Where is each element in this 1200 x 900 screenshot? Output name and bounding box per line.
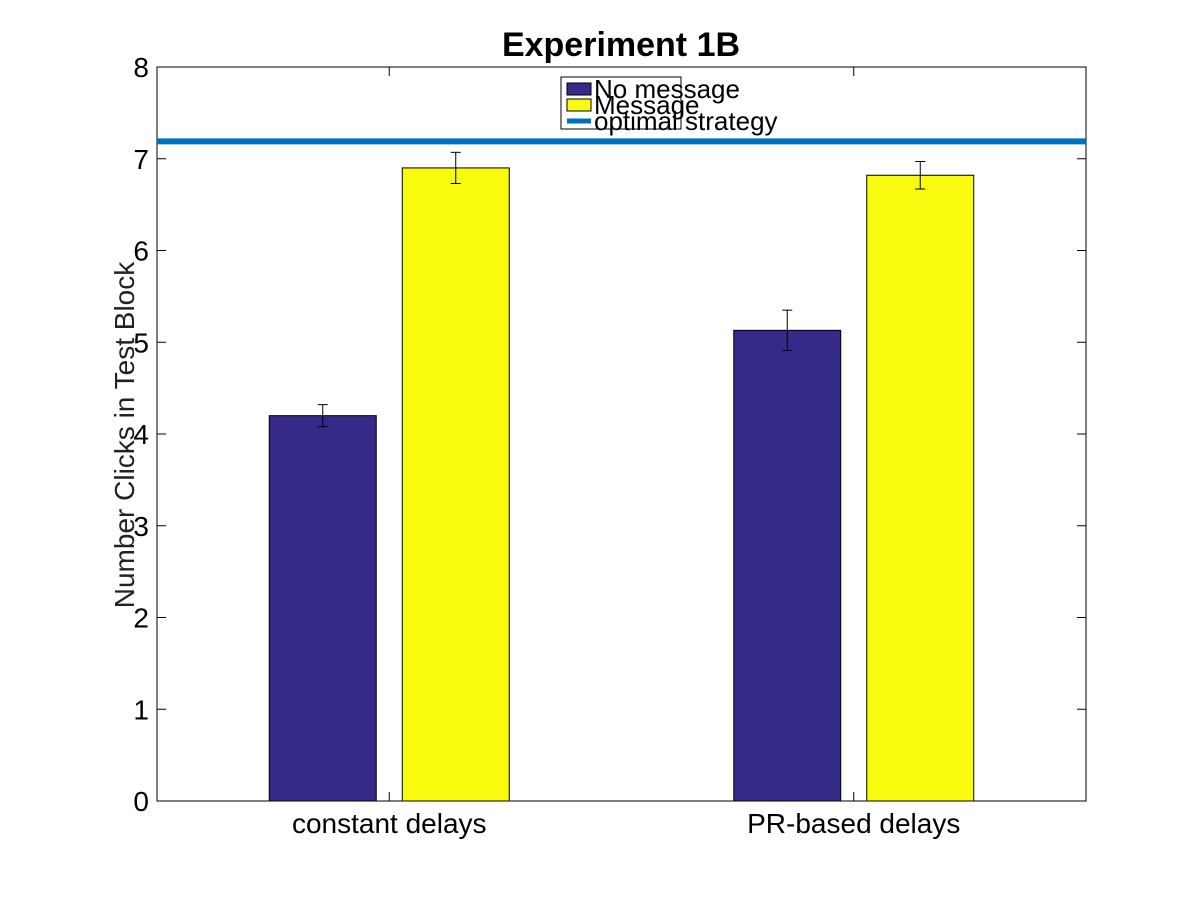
bar xyxy=(268,415,377,802)
legend-entry: No message xyxy=(594,74,740,104)
y-tick-label: 3 xyxy=(133,511,149,542)
y-tick-label: 0 xyxy=(133,786,149,817)
x-tick-label: constant delays xyxy=(292,808,487,839)
bar xyxy=(401,167,510,802)
y-tick-label: 7 xyxy=(133,144,149,175)
legend-swatch xyxy=(566,98,592,112)
legend-swatch xyxy=(566,82,592,96)
bar xyxy=(866,174,975,802)
bar xyxy=(733,329,842,802)
y-axis-label: Number Clicks in Test Block xyxy=(109,261,140,608)
y-tick-label: 4 xyxy=(133,419,149,450)
plot-area: 0 1 2 3 4 5 6 7 8 constant delays PR-based delays N… xyxy=(133,52,1087,839)
y-tick-label: 8 xyxy=(133,52,149,83)
legend-entry: Message xyxy=(594,90,700,120)
x-tick-label: PR-based delays xyxy=(747,808,960,839)
legend-entry: optimal strategy xyxy=(594,106,778,136)
y-tick-label: 6 xyxy=(133,236,149,267)
chart-title: Experiment 1B xyxy=(502,26,740,64)
y-tick-label: 5 xyxy=(133,327,149,358)
y-tick-label: 1 xyxy=(133,694,149,725)
y-tick-label: 2 xyxy=(133,603,149,634)
